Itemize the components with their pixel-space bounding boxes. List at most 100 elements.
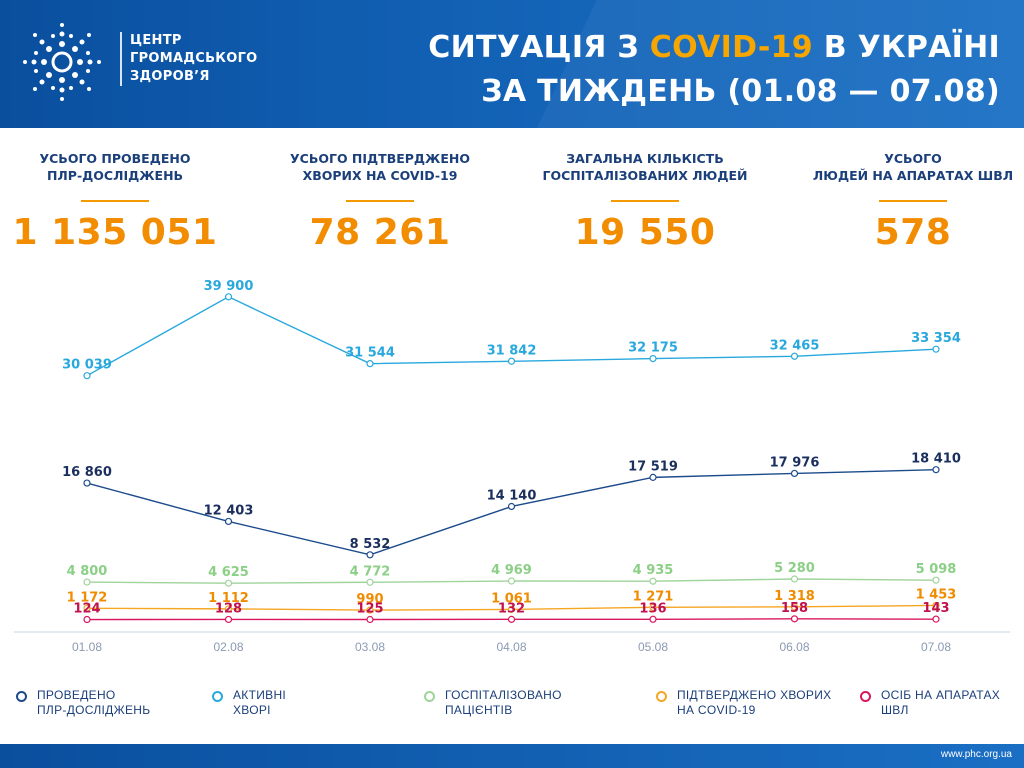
data-label-pcr: 17 976 <box>770 455 820 470</box>
stat-label: УСЬОГО ПРОВЕДЕНО ПЛР-ДОСЛІДЖЕНЬ <box>0 150 245 186</box>
org-name-line: ГРОМАДСЬКОГО <box>130 51 258 66</box>
x-tick-label: 06.08 <box>779 640 809 654</box>
data-label-confirmed: 1 318 <box>774 589 815 604</box>
stat-label: УСЬОГО ПІДТВЕРДЖЕНО ХВОРИХ НА COVID-19 <box>250 150 510 186</box>
stat-label: ЗАГАЛЬНА КІЛЬКІСТЬ ГОСПІТАЛІЗОВАНИХ ЛЮДЕ… <box>515 150 775 186</box>
x-tick-label: 07.08 <box>921 640 951 654</box>
data-point-hosp <box>366 578 374 586</box>
summary-stats: УСЬОГО ПРОВЕДЕНО ПЛР-ДОСЛІДЖЕНЬ 1 135 05… <box>0 150 1024 260</box>
legend-label: ГОСПІТАЛІЗОВАНО ПАЦІЄНТІВ <box>445 688 562 718</box>
chart-legend: ПРОВЕДЕНО ПЛР-ДОСЛІДЖЕНЬ АКТИВНІ ХВОРІ Г… <box>0 688 1024 728</box>
data-label-active: 33 354 <box>911 331 961 346</box>
stat-divider <box>611 200 679 202</box>
stat-divider <box>879 200 947 202</box>
data-label-ventilator: 143 <box>922 601 949 616</box>
data-point-confirmed <box>649 603 657 611</box>
data-label-confirmed: 1 112 <box>208 591 249 606</box>
legend-label: АКТИВНІ ХВОРІ <box>233 688 286 718</box>
weekly-line-chart: 30 039 39 900 31 544 31 842 32 175 32 465 33 3… <box>14 279 1010 654</box>
data-point-active <box>366 360 374 368</box>
stat-value: 19 550 <box>574 212 716 253</box>
x-tick-label: 05.08 <box>638 640 668 654</box>
stat-divider <box>81 200 149 202</box>
title-line-1: СИТУАЦІЯ З COVID-19 В УКРАЇНІ <box>428 26 1000 70</box>
legend-label-line: ПІДТВЕРДЖЕНО ХВОРИХ <box>677 688 832 702</box>
legend-label-line: НА COVID-19 <box>677 703 756 717</box>
x-tick-label: 03.08 <box>355 640 385 654</box>
stat-confirmed-total: УСЬОГО ПІДТВЕРДЖЕНО ХВОРИХ НА COVID-19 7… <box>250 150 510 253</box>
data-label-pcr: 14 140 <box>487 488 537 503</box>
data-label-hosp: 4 935 <box>633 563 674 578</box>
data-point-ventilator <box>649 615 657 623</box>
legend-item-active: АКТИВНІ ХВОРІ <box>212 688 286 718</box>
x-tick-label: 01.08 <box>72 640 102 654</box>
data-point-ventilator <box>366 615 374 624</box>
legend-item-confirmed: ПІДТВЕРДЖЕНО ХВОРИХ НА COVID-19 <box>656 688 831 718</box>
legend-label-line: АКТИВНІ <box>233 688 287 702</box>
stat-divider <box>346 200 414 202</box>
data-point-pcr <box>649 473 657 481</box>
legend-label-line: ПАЦІЄНТІВ <box>445 703 513 717</box>
header-banner: ЦЕНТР ГРОМАДСЬКОГО ЗДОРОВ’Я СИТУАЦІЯ З C… <box>0 0 1024 128</box>
x-tick-label: 04.08 <box>496 640 526 654</box>
legend-label-line: ОСІБ НА АПАРАТАХ <box>881 688 1001 702</box>
stat-pcr-total: УСЬОГО ПРОВЕДЕНО ПЛР-ДОСЛІДЖЕНЬ 1 135 05… <box>0 150 245 253</box>
legend-label-line: ПЛР-ДОСЛІДЖЕНЬ <box>37 703 151 717</box>
data-label-active: 32 465 <box>770 338 820 353</box>
data-point-pcr <box>790 469 799 478</box>
stat-label-line: ХВОРИХ НА COVID-19 <box>302 168 458 183</box>
legend-item-ventilator: ОСІБ НА АПАРАТАХ ШВЛ <box>860 688 1000 718</box>
stat-label-line: ЗАГАЛЬНА КІЛЬКІСТЬ <box>566 151 724 166</box>
legend-label: ОСІБ НА АПАРАТАХ ШВЛ <box>881 688 1000 718</box>
data-point-hosp <box>790 575 799 583</box>
data-label-confirmed: 1 172 <box>67 590 108 605</box>
data-label-hosp: 4 969 <box>491 563 532 578</box>
data-point-active <box>649 354 657 363</box>
data-label-pcr: 8 532 <box>350 537 391 552</box>
legend-label: ПІДТВЕРДЖЕНО ХВОРИХ НА COVID-19 <box>677 688 831 718</box>
data-point-active <box>83 372 91 380</box>
stat-value: 78 261 <box>309 212 451 253</box>
legend-label-line: ХВОРІ <box>233 703 271 717</box>
data-label-pcr: 17 519 <box>628 459 678 474</box>
data-point-pcr <box>507 502 516 511</box>
data-point-hosp <box>649 577 657 585</box>
legend-label-line: ШВЛ <box>881 703 909 717</box>
data-point-confirmed <box>83 604 91 612</box>
legend-label: ПРОВЕДЕНО ПЛР-ДОСЛІДЖЕНЬ <box>37 688 150 718</box>
stat-label-line: ГОСПІТАЛІЗОВАНИХ ЛЮДЕЙ <box>542 168 748 183</box>
legend-marker-icon <box>424 691 435 702</box>
legend-marker-icon <box>212 691 223 702</box>
org-name-line: ЦЕНТР <box>130 33 182 48</box>
data-point-active <box>224 293 233 301</box>
data-point-pcr <box>366 551 374 559</box>
data-label-ventilator: 125 <box>356 602 383 617</box>
org-name-line: ЗДОРОВ’Я <box>130 69 210 84</box>
footer-bar: www.phc.org.ua <box>0 744 1024 768</box>
data-point-hosp <box>83 578 91 586</box>
data-label-ventilator: 124 <box>73 602 100 617</box>
data-point-confirmed <box>790 603 799 611</box>
legend-marker-icon <box>656 691 667 702</box>
data-label-pcr: 16 860 <box>62 465 112 480</box>
data-label-confirmed: 1 453 <box>916 587 957 602</box>
title-line-2: ЗА ТИЖДЕНЬ (01.08 — 07.08) <box>481 74 1000 109</box>
data-label-ventilator: 136 <box>639 601 666 616</box>
data-label-active: 31 544 <box>345 346 395 361</box>
title-highlight: COVID-19 <box>649 30 813 65</box>
data-point-confirmed <box>507 605 516 613</box>
data-label-hosp: 4 772 <box>350 564 391 579</box>
stat-value: 578 <box>874 212 952 253</box>
data-point-pcr <box>83 479 91 487</box>
data-point-ventilator <box>224 615 233 624</box>
website-url: www.phc.org.ua <box>940 749 1012 760</box>
data-point-active <box>790 352 799 360</box>
data-point-confirmed <box>224 605 233 613</box>
legend-label-line: ПРОВЕДЕНО <box>37 688 116 702</box>
stat-label-line: УСЬОГО ПІДТВЕРДЖЕНО <box>290 151 470 166</box>
data-point-confirmed <box>932 601 940 610</box>
data-label-hosp: 5 098 <box>916 562 957 577</box>
data-label-hosp: 4 625 <box>208 565 249 580</box>
data-label-pcr: 18 410 <box>911 452 961 467</box>
data-label-hosp: 4 800 <box>67 564 108 579</box>
